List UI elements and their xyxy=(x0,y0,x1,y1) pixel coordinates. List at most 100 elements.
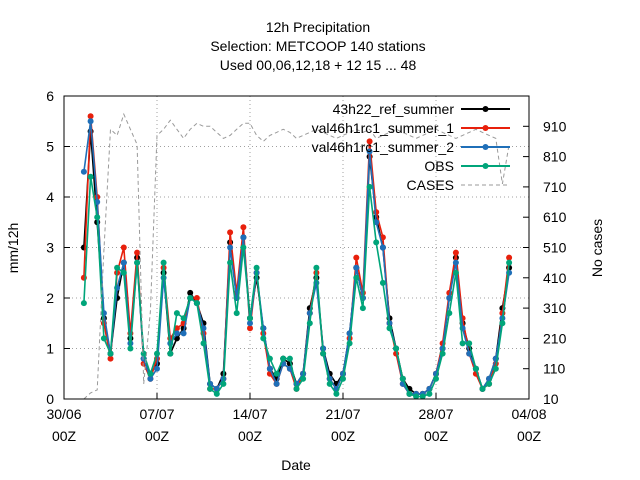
data-point xyxy=(346,330,353,337)
data-point xyxy=(486,380,493,387)
grid-layer xyxy=(64,96,529,399)
data-point xyxy=(379,244,386,251)
y2-tick-label: 310 xyxy=(543,300,567,316)
data-point xyxy=(446,310,453,317)
data-point xyxy=(120,269,127,276)
data-point xyxy=(100,335,107,342)
data-point xyxy=(240,224,247,231)
data-point xyxy=(399,375,406,382)
y-tick-label: 3 xyxy=(46,240,54,256)
legend-marker xyxy=(482,125,489,131)
data-point xyxy=(173,330,180,337)
series-line xyxy=(83,112,510,400)
x-tick-label-time: 00Z xyxy=(145,428,170,444)
legend: 43h22_ref_summer val46h1rc1_summer_1 val46… xyxy=(312,101,510,193)
data-point xyxy=(233,310,240,317)
data-point xyxy=(134,249,141,256)
x-tick-label: 04/08 xyxy=(511,406,546,422)
legend-label: val46h1rc1_summer_1 xyxy=(312,120,455,136)
data-point xyxy=(87,113,94,120)
data-point xyxy=(227,259,234,266)
y-tick-label: 4 xyxy=(46,189,54,205)
data-point xyxy=(366,183,373,190)
data-point xyxy=(120,244,127,251)
y2-tick-label: 10 xyxy=(543,391,559,407)
data-point xyxy=(127,345,134,352)
data-point xyxy=(506,259,513,266)
data-point xyxy=(147,370,154,377)
data-point xyxy=(452,269,459,276)
data-point xyxy=(260,335,267,342)
legend-label: OBS xyxy=(424,158,454,174)
data-point xyxy=(340,375,346,382)
data-point xyxy=(286,355,293,362)
data-point xyxy=(393,345,400,352)
data-point xyxy=(154,365,160,372)
data-point xyxy=(359,305,366,312)
data-point xyxy=(220,380,227,387)
data-point xyxy=(452,249,459,256)
x-tick-label: 30/06 xyxy=(46,406,81,422)
data-point xyxy=(253,264,260,271)
data-point xyxy=(366,138,373,145)
ticks-layer: 01234561011021031041051061071081091030/0… xyxy=(46,88,566,444)
y2-tick-label: 110 xyxy=(543,361,566,377)
data-point xyxy=(227,229,234,236)
data-point xyxy=(439,350,446,357)
series-CASES xyxy=(83,112,510,400)
data-point xyxy=(240,234,247,241)
data-point xyxy=(373,239,380,246)
data-point xyxy=(386,325,393,332)
x-tick-label: 21/07 xyxy=(325,406,360,422)
x-tick-label-time: 00Z xyxy=(424,428,449,444)
data-point xyxy=(459,340,466,347)
data-point xyxy=(406,390,413,397)
data-point xyxy=(353,274,360,281)
x-axis-label: Date xyxy=(281,457,311,473)
data-point xyxy=(426,390,433,397)
data-point xyxy=(479,385,486,392)
y2-tick-label: 810 xyxy=(543,149,567,165)
data-point xyxy=(167,350,174,357)
chart-subtitle-selection: Selection: METCOOP 140 stations xyxy=(210,38,425,54)
data-point xyxy=(499,320,506,327)
data-point xyxy=(452,259,459,266)
data-point xyxy=(180,330,187,337)
x-tick-label-time: 00Z xyxy=(517,428,542,444)
x-tick-label-time: 00Z xyxy=(331,428,356,444)
y-tick-label: 5 xyxy=(46,139,54,155)
data-point xyxy=(247,320,253,327)
series-OBS xyxy=(80,173,513,400)
data-point xyxy=(107,355,114,362)
data-point xyxy=(213,390,220,397)
data-point xyxy=(353,254,360,261)
y-axis-label: mm/12h xyxy=(5,223,21,274)
data-point xyxy=(300,375,307,382)
data-point xyxy=(366,148,373,155)
data-point xyxy=(227,244,234,251)
data-point xyxy=(193,300,200,307)
data-point xyxy=(273,370,280,377)
legend-label: val46h1rc1_summer_2 xyxy=(312,139,455,155)
y2-tick-label: 710 xyxy=(543,179,567,195)
data-point xyxy=(134,259,141,266)
data-point xyxy=(466,340,473,347)
y-tick-label: 2 xyxy=(46,290,54,306)
y2-tick-label: 910 xyxy=(543,118,567,134)
data-point xyxy=(293,385,300,392)
data-point xyxy=(147,375,154,382)
y-tick-label: 6 xyxy=(46,88,54,104)
legend-marker xyxy=(482,163,489,169)
data-point xyxy=(306,320,313,327)
legend-marker xyxy=(482,106,489,112)
data-point xyxy=(193,295,200,301)
y2-axis-label: No cases xyxy=(589,219,605,277)
data-point xyxy=(413,393,420,400)
chart-title: 12h Precipitation xyxy=(266,19,370,35)
data-point xyxy=(207,385,214,392)
legend-marker xyxy=(482,144,489,150)
plot-frame xyxy=(63,95,530,400)
data-point xyxy=(80,168,87,175)
